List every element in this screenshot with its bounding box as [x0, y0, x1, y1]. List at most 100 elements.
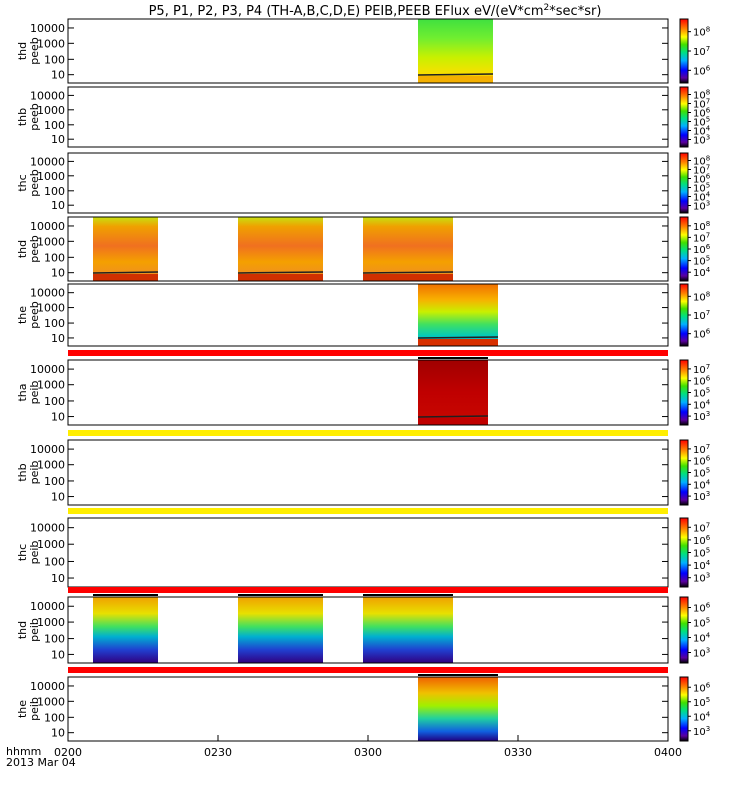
y-tick-label: 100	[44, 395, 65, 408]
colorbar-tick-label: 105	[693, 182, 710, 195]
spectrogram-block	[238, 217, 323, 281]
status-bar	[68, 587, 668, 593]
colorbar-tick-label: 107	[693, 164, 710, 177]
y-tick-label: 10	[51, 267, 65, 280]
panel-product-label: peib	[28, 461, 41, 485]
y-tick-label: 10000	[30, 522, 65, 535]
colorbar-tick-label: 107	[693, 45, 710, 58]
panel-product-label: peeb	[28, 37, 41, 65]
spectrogram-band	[418, 418, 488, 425]
colorbar-tick-label: 103	[693, 647, 710, 660]
colorbar	[679, 152, 689, 214]
colorbar	[679, 216, 689, 282]
panel-probe-label: thc	[16, 544, 29, 561]
colorbar-tick-label: 106	[693, 173, 711, 186]
panel-frame	[67, 596, 669, 664]
y-tick-label: 10	[51, 332, 65, 345]
y-tick-label: 1000	[37, 104, 65, 117]
panel-probe-label: tha	[16, 383, 29, 401]
panel-frame	[67, 283, 669, 347]
status-bar	[68, 350, 668, 356]
colorbar-tick-label: 104	[693, 710, 711, 723]
spacecraft-potential-line	[417, 336, 499, 339]
y-tick-label: 10000	[30, 220, 65, 233]
y-tick-label: 10	[51, 648, 65, 661]
y-tick-label: 1000	[37, 379, 65, 392]
status-bar	[68, 430, 668, 436]
y-tick-label: 10	[51, 572, 65, 585]
colorbar-tick-label: 106	[693, 602, 711, 615]
colorbar	[679, 18, 689, 84]
y-tick-label: 10	[51, 199, 65, 212]
y-tick-label: 10000	[30, 363, 65, 376]
colorbar-tick-label: 106	[693, 243, 711, 256]
time-axis: 0200 0230 0300 0330 0400	[54, 735, 682, 759]
panel-frame	[67, 18, 669, 84]
y-tick-label: 100	[44, 119, 65, 132]
colorbar-tick-label: 105	[693, 116, 710, 129]
panel-probe-label: thd	[16, 42, 29, 60]
y-tick-label: 1000	[37, 170, 65, 183]
panel-frame	[67, 439, 669, 506]
colorbar-tick-label: 104	[693, 559, 711, 572]
colorbar-tick-label: 103	[693, 490, 710, 503]
panel-product-label: peeb	[28, 301, 41, 329]
colorbar	[679, 86, 689, 148]
colorbar-tick-label: 106	[693, 534, 711, 547]
y-tick-label: 1000	[37, 302, 65, 315]
colorbar-tick-label: 103	[693, 200, 710, 213]
panel-product-label: peeb	[28, 235, 41, 263]
panel-frame	[67, 517, 669, 588]
panel-frame	[67, 86, 669, 148]
panel-product-label: peib	[28, 618, 41, 642]
colorbar	[679, 517, 689, 588]
panel-probe-label: thb	[16, 463, 29, 481]
colorbar	[679, 439, 689, 506]
spectrogram-block	[418, 19, 493, 83]
panel-probe-label: thd	[16, 621, 29, 639]
colorbar-tick-label: 108	[693, 155, 710, 168]
colorbar-tick-label: 105	[693, 387, 710, 400]
y-tick-label: 10000	[30, 680, 65, 693]
spectrogram-block	[93, 597, 158, 663]
y-tick-label: 10000	[30, 600, 65, 613]
colorbar-tick-label: 103	[693, 410, 710, 423]
spacecraft-potential-line	[237, 271, 324, 274]
colorbar-tick-label: 108	[693, 220, 710, 233]
colorbar	[679, 676, 689, 742]
y-tick-label: 10000	[30, 155, 65, 168]
data-marker	[418, 357, 488, 359]
spacecraft-potential-line	[92, 271, 159, 274]
y-tick-label: 100	[44, 185, 65, 198]
y-tick-label: 1000	[37, 235, 65, 248]
colorbar	[679, 283, 689, 347]
colorbar-tick-label: 104	[693, 478, 711, 491]
panel-frame	[67, 676, 669, 742]
colorbar-tick-label: 103	[693, 134, 710, 147]
spectrogram-band	[418, 339, 498, 346]
panel-product-label: peib	[28, 697, 41, 721]
colorbar-tick-label: 103	[693, 572, 710, 585]
y-tick-label: 100	[44, 251, 65, 264]
footer-hhmm: hhmm	[6, 745, 41, 758]
colorbar-tick-label: 106	[693, 64, 711, 77]
figure-title-end: *sec*sr)	[549, 4, 601, 19]
y-tick-label: 100	[44, 53, 65, 66]
spectrogram-band	[238, 274, 323, 281]
y-tick-label: 10	[51, 133, 65, 146]
colorbar-tick-label: 108	[693, 290, 710, 303]
colorbar	[679, 596, 689, 664]
colorbar-tick-label: 108	[693, 26, 710, 39]
panel-frame	[67, 152, 669, 214]
y-tick-label: 10	[51, 727, 65, 740]
colorbar-tick-label: 104	[693, 266, 711, 279]
colorbar-tick-label: 106	[693, 455, 711, 468]
y-tick-label: 1000	[37, 538, 65, 551]
footer-date: 2013 Mar 04	[6, 756, 76, 769]
colorbar-tick-label: 105	[693, 696, 710, 709]
